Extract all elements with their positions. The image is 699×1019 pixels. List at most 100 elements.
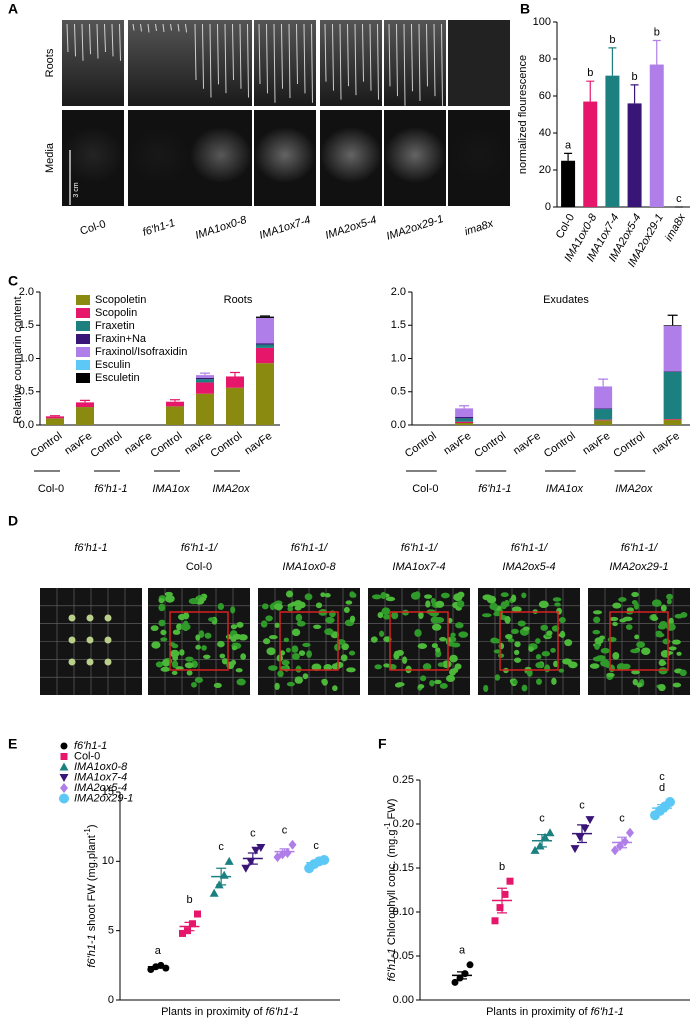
seedling	[594, 643, 600, 650]
seedling	[429, 679, 435, 687]
seedling	[489, 602, 498, 611]
legend-marker	[59, 762, 69, 771]
data-point	[162, 964, 170, 972]
significance-letter: b	[186, 894, 192, 906]
seedling	[666, 599, 672, 605]
error-bar	[586, 80, 595, 102]
root-photo	[128, 20, 190, 106]
y-tick-label: 0.5	[19, 386, 34, 398]
significance-letter: c	[539, 813, 545, 825]
seedling	[236, 678, 246, 686]
seedling	[402, 656, 408, 664]
panel-label: B	[520, 1, 530, 17]
genotype-label: Col-0	[79, 218, 108, 238]
data-point	[585, 816, 595, 825]
seedling	[612, 651, 620, 660]
x-axis-label-part: f6'h1-1	[591, 1006, 624, 1018]
y-tick-label: 100	[533, 16, 551, 28]
root	[411, 23, 413, 92]
focal-area	[279, 611, 339, 671]
media-glow	[128, 127, 190, 183]
seedling	[439, 683, 448, 689]
seedling	[295, 613, 303, 622]
x-tick-label: navFe	[511, 430, 543, 457]
seedling	[672, 639, 681, 645]
sem-bar	[279, 848, 290, 855]
seedling	[546, 630, 553, 636]
seedling	[414, 591, 421, 599]
bar-segment	[663, 371, 682, 420]
seedling	[526, 669, 533, 677]
seedling	[430, 616, 440, 624]
root	[119, 23, 121, 61]
seedling	[442, 660, 452, 669]
data-point	[451, 978, 459, 986]
data-point	[189, 920, 196, 928]
seedling	[296, 620, 306, 627]
data-point	[288, 839, 297, 850]
bar-segment	[76, 407, 94, 425]
seedling	[551, 677, 557, 685]
significance-letter: c	[313, 840, 319, 852]
x-tick-label: Control	[208, 430, 244, 460]
seedling	[447, 641, 455, 647]
seedling	[331, 663, 341, 670]
x-tick-label: Control	[148, 430, 184, 460]
seedling	[377, 612, 384, 619]
bar-segment	[663, 325, 682, 326]
seedling	[418, 611, 424, 619]
y-tick-label: 0.10	[393, 906, 414, 918]
root	[347, 23, 349, 87]
x-axis-label-part: Plants in proximity of	[161, 1006, 266, 1018]
root	[132, 23, 135, 31]
seedling	[204, 632, 212, 639]
row-label: Roots	[44, 48, 56, 77]
y-tick-label: 0.00	[393, 994, 414, 1006]
error-bar	[667, 314, 678, 326]
seedling	[437, 662, 444, 667]
genotype-label: f6'h1-1	[141, 217, 176, 239]
seedling	[370, 636, 378, 643]
seedling	[554, 602, 561, 607]
seedling	[544, 664, 551, 673]
data-point	[530, 845, 540, 854]
significance-letter: d	[659, 782, 665, 794]
y-tick-label: 0.5	[391, 386, 406, 398]
seedling	[221, 658, 229, 665]
seedling	[658, 683, 666, 692]
seedling	[430, 597, 436, 605]
seedling	[431, 623, 442, 631]
seedling	[558, 616, 566, 624]
legend-label: IMA1ox7-4	[74, 771, 127, 783]
data-point	[540, 832, 550, 841]
root	[403, 23, 406, 106]
data-point	[224, 856, 234, 865]
seedling	[483, 684, 489, 693]
significance-letter: a	[565, 139, 572, 151]
legend-label: Esculin	[95, 359, 130, 371]
seedling	[641, 647, 651, 655]
bar-segment	[196, 382, 214, 394]
seedling	[304, 593, 313, 601]
seedling	[177, 613, 186, 621]
sem-bar	[577, 824, 587, 844]
genotype-label: IMA1ox7-4	[258, 214, 312, 242]
seedling	[379, 630, 385, 637]
seedling	[348, 650, 356, 656]
seedling	[668, 646, 677, 651]
x-axis-label-part: Plants in proximity of	[486, 1006, 591, 1018]
photo-title: f6'h1-1/	[291, 542, 328, 554]
seedling	[626, 607, 634, 613]
legend-marker	[60, 753, 68, 760]
seedling	[320, 592, 326, 598]
seedling	[343, 606, 350, 613]
panel-label: C	[8, 273, 18, 289]
seedling	[417, 643, 428, 650]
error-bar	[200, 372, 210, 376]
error-bar	[564, 152, 573, 161]
chart-title: Exudates	[543, 294, 589, 306]
y-tick-label: 0.0	[391, 419, 406, 431]
photo-title: Col-0	[186, 561, 212, 573]
root	[224, 23, 227, 94]
seedling	[455, 622, 464, 629]
